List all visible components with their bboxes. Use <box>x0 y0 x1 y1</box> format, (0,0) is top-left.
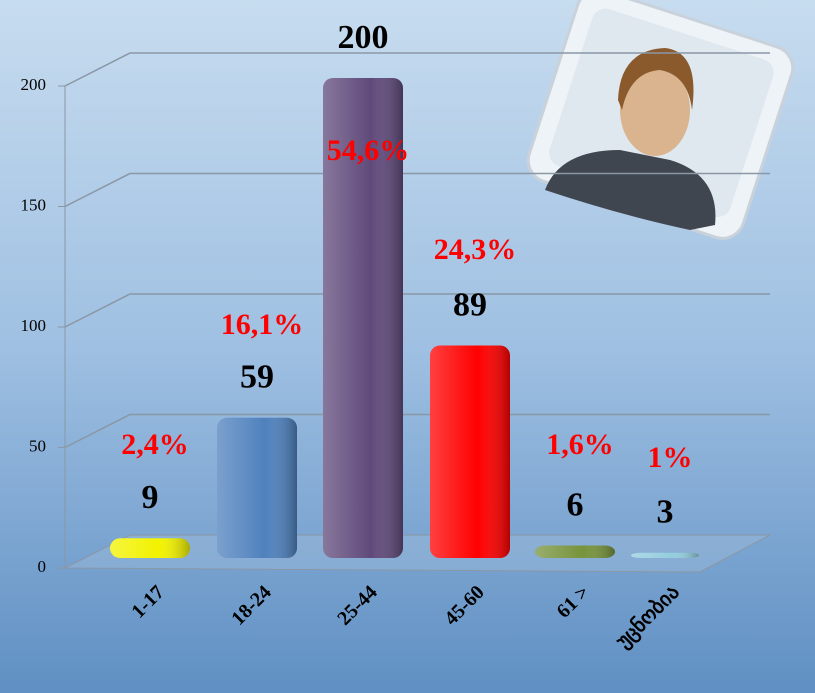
percent-label: 2,4% <box>121 428 189 461</box>
y-tick-label: 150 <box>21 195 47 214</box>
percent-label: 16,1% <box>221 308 304 341</box>
bar-shade <box>110 538 190 558</box>
percent-label: 54,6% <box>327 134 410 167</box>
bar-shade <box>535 546 615 558</box>
y-tick-label: 200 <box>21 75 47 94</box>
value-label: 6 <box>567 486 584 523</box>
y-tick-label: 100 <box>21 316 47 335</box>
value-label: 200 <box>338 19 389 56</box>
percent-label: 24,3% <box>434 233 517 266</box>
y-tick-label: 0 <box>38 557 47 576</box>
bar-shade <box>631 553 699 558</box>
value-label: 89 <box>453 286 487 323</box>
bar-shade <box>430 346 510 558</box>
chart: 05010015020092,4%1-175916,1%18-2420054,6… <box>0 0 815 693</box>
value-label: 3 <box>657 494 674 531</box>
bar-shade <box>217 418 297 558</box>
percent-label: 1% <box>648 441 693 474</box>
value-label: 59 <box>240 359 274 396</box>
value-label: 9 <box>142 479 159 516</box>
percent-label: 1,6% <box>546 428 614 461</box>
y-tick-label: 50 <box>29 436 46 455</box>
